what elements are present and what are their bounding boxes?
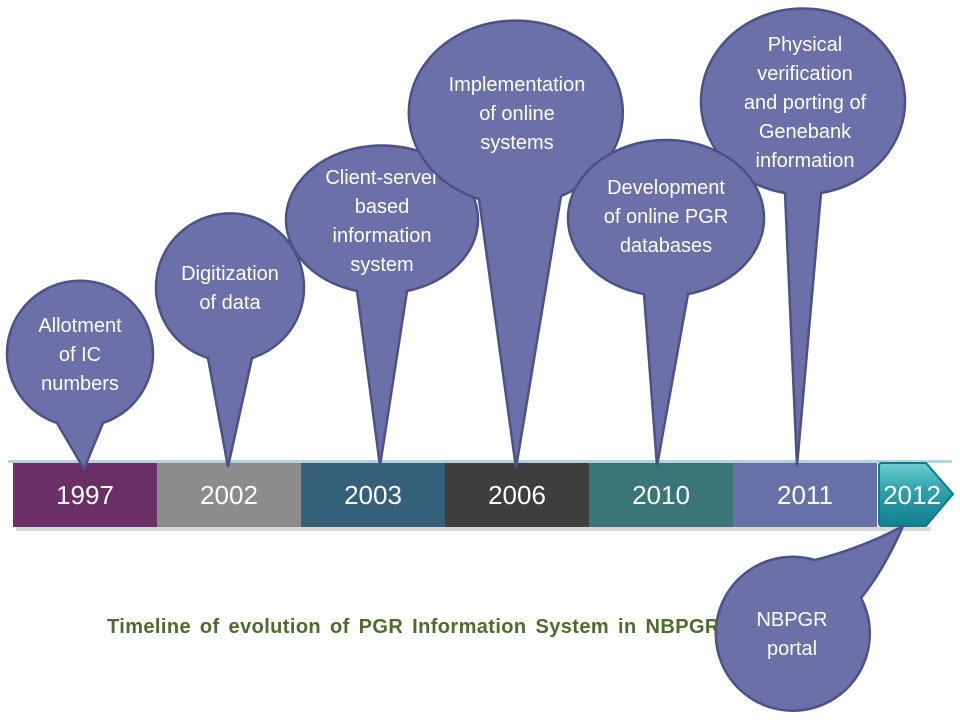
callout-physical-verification-genebank: Physical verification and porting of Gen… bbox=[699, 7, 907, 467]
callout-line: information bbox=[333, 225, 432, 247]
callout-line: portal bbox=[767, 638, 817, 660]
timeline-bar: 1997 2002 2003 2006 2010 2011 2012 bbox=[8, 460, 955, 531]
timeline-segment-2003: 2003 bbox=[301, 463, 445, 527]
callout-line: NBPGR bbox=[756, 609, 827, 631]
callout-line: of online PGR bbox=[604, 206, 729, 228]
year-label-2012: 2012 bbox=[883, 480, 941, 510]
callout-line: verification bbox=[757, 63, 853, 85]
balloon-shape bbox=[5, 279, 155, 472]
callout-digitization-of-data: Digitization of data bbox=[154, 212, 306, 468]
callout-line: based bbox=[355, 196, 410, 218]
year-label-2011: 2011 bbox=[777, 480, 833, 510]
callout-line: information bbox=[756, 150, 855, 172]
callouts: Digitization of data Allotment of IC num… bbox=[5, 7, 907, 712]
callout-line: of data bbox=[199, 292, 261, 314]
balloon-shape bbox=[407, 19, 625, 469]
balloon-shape bbox=[154, 212, 306, 468]
year-label-2003: 2003 bbox=[344, 480, 402, 510]
callout-line: system bbox=[350, 254, 413, 276]
callout-line: systems bbox=[480, 132, 553, 154]
timeline-segment-2006: 2006 bbox=[445, 463, 589, 527]
callout-line: of online bbox=[479, 103, 555, 125]
timeline-top-highlight bbox=[8, 460, 952, 463]
balloon-shape bbox=[714, 523, 906, 712]
year-label-1997: 1997 bbox=[56, 480, 114, 510]
year-label-2006: 2006 bbox=[488, 480, 546, 510]
year-label-2002: 2002 bbox=[200, 480, 258, 510]
callout-line: Implementation bbox=[449, 74, 586, 96]
callout-line: Digitization bbox=[181, 263, 279, 285]
slide-caption: Timeline of evolution of PGR Information… bbox=[107, 616, 720, 638]
callout-line: Development bbox=[607, 177, 725, 199]
timeline-segment-2011: 2011 bbox=[733, 463, 877, 527]
timeline-segment-2002: 2002 bbox=[157, 463, 301, 527]
callout-line: databases bbox=[620, 235, 712, 257]
balloon-shape bbox=[284, 144, 480, 467]
callout-nbpgr-portal: NBPGR portal bbox=[714, 523, 906, 712]
callout-line: numbers bbox=[41, 373, 119, 395]
callout-client-server-based-information-system: Client-server based information system bbox=[284, 144, 480, 467]
callout-line: and porting of bbox=[744, 92, 867, 114]
year-label-2010: 2010 bbox=[632, 480, 690, 510]
balloon-shape bbox=[699, 7, 907, 467]
timeline-segment-2010: 2010 bbox=[589, 463, 733, 527]
timeline-segment-1997: 1997 bbox=[13, 463, 157, 527]
balloon-shape bbox=[566, 138, 766, 467]
callout-line: of IC bbox=[59, 344, 101, 366]
callout-line: Allotment bbox=[38, 315, 122, 337]
timeline-shadow bbox=[16, 527, 931, 531]
callout-implementation-of-online-systems: Implementation of online systems bbox=[407, 19, 625, 469]
callout-line: Physical bbox=[768, 34, 842, 56]
timeline-arrow-2012: 2012 bbox=[878, 462, 955, 527]
callout-development-of-online-pgr-databases: Development of online PGR databases bbox=[566, 138, 766, 467]
callout-allotment-of-ic-numbers: Allotment of IC numbers bbox=[5, 279, 155, 472]
callout-line: Client-server bbox=[325, 167, 439, 189]
arrow-shape bbox=[878, 462, 955, 527]
callout-line: Genebank bbox=[759, 121, 852, 143]
